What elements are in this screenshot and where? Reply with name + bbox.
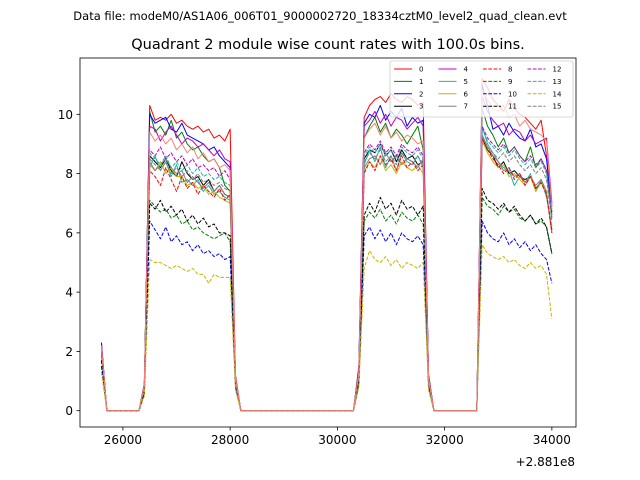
axes-frame: [79, 57, 577, 428]
legend-label-14: 14: [553, 90, 562, 98]
x-tick-label: 26000: [104, 433, 142, 447]
plot-area: [100, 78, 553, 412]
y-tick-label: 0: [65, 404, 73, 418]
y-tick-label: 8: [65, 167, 73, 181]
legend-label-13: 13: [553, 78, 562, 86]
x-tick-label: 28000: [211, 433, 249, 447]
x-tick-label: 32000: [426, 433, 464, 447]
legend-label-12: 12: [553, 66, 562, 74]
legend-label-6: 6: [464, 90, 469, 98]
x-offset-label: +2.881e8: [516, 455, 575, 469]
legend-label-4: 4: [464, 66, 469, 74]
legend-label-5: 5: [464, 78, 468, 86]
y-tick-label: 4: [65, 286, 73, 300]
legend-label-15: 15: [553, 103, 562, 111]
series-line-extra-16: [100, 90, 553, 412]
legend-label-11: 11: [508, 103, 517, 111]
x-tick-label: 30000: [318, 433, 356, 447]
legend-label-7: 7: [464, 103, 468, 111]
legend-box: [389, 60, 574, 118]
legend-label-9: 9: [508, 78, 512, 86]
legend-label-10: 10: [508, 90, 517, 98]
legend-label-8: 8: [508, 66, 512, 74]
legend-label-0: 0: [419, 66, 423, 74]
y-tick-label: 10: [58, 108, 73, 122]
legend-label-1: 1: [419, 78, 423, 86]
y-tick-label: 2: [65, 345, 73, 359]
data-file-header: Data file: modeM0/AS1A06_006T01_90000027…: [73, 9, 567, 23]
y-tick-label: 6: [65, 226, 73, 240]
x-tick-label: 34000: [533, 433, 571, 447]
legend-label-2: 2: [419, 90, 423, 98]
legend-label-3: 3: [419, 103, 423, 111]
chart-title: Quadrant 2 module wise count rates with …: [131, 37, 525, 53]
